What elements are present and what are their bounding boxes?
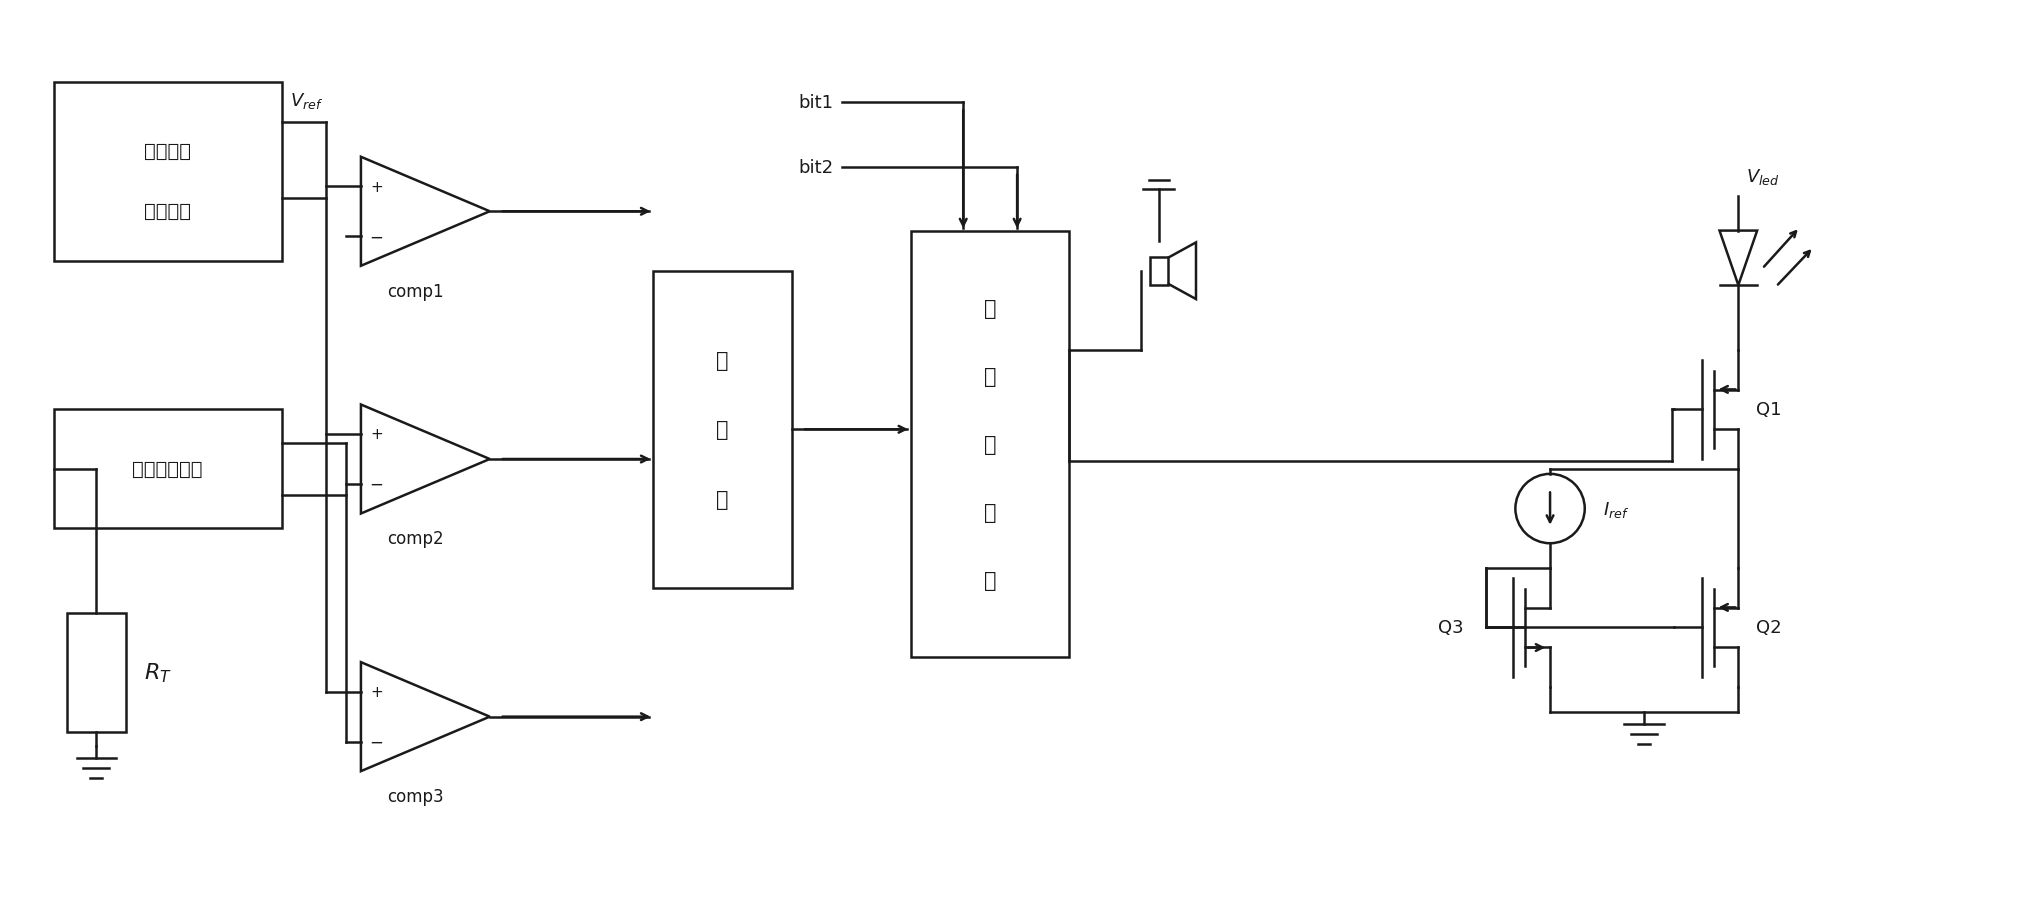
Text: 器: 器 (983, 571, 997, 591)
Text: 荡: 荡 (717, 420, 729, 440)
Text: 参考电压: 参考电压 (143, 142, 192, 161)
Text: comp1: comp1 (388, 282, 444, 301)
Text: +: + (369, 179, 384, 195)
Text: −: − (369, 228, 384, 246)
Bar (55, 84, 283, 262)
Text: 择: 择 (983, 503, 997, 523)
Text: 温度检测模块: 温度检测模块 (133, 460, 204, 479)
Text: $I_{ref}$: $I_{ref}$ (1603, 499, 1629, 519)
Text: $V_{led}$: $V_{led}$ (1746, 167, 1781, 187)
Bar (67, 613, 125, 732)
Text: 振: 振 (717, 350, 729, 370)
Text: −: − (369, 733, 384, 751)
Text: −: − (369, 475, 384, 494)
Text: $V_{ref}$: $V_{ref}$ (289, 91, 323, 111)
Text: 率: 率 (983, 367, 997, 387)
Text: +: + (369, 685, 384, 699)
Text: Q2: Q2 (1757, 618, 1783, 637)
Bar (1149, 257, 1167, 286)
Bar (911, 232, 1070, 657)
Text: comp2: comp2 (388, 529, 444, 548)
Text: bit1: bit1 (800, 94, 834, 112)
Text: 选: 选 (983, 435, 997, 455)
Text: 器: 器 (717, 490, 729, 509)
Text: $R_T$: $R_T$ (143, 661, 172, 684)
Text: comp3: comp3 (388, 787, 444, 805)
Text: Q1: Q1 (1757, 401, 1781, 419)
Text: 频: 频 (983, 299, 997, 319)
Bar (55, 410, 283, 528)
Text: Q3: Q3 (1438, 618, 1464, 637)
Text: 产生模块: 产生模块 (143, 202, 192, 221)
Text: bit2: bit2 (798, 158, 834, 176)
Text: +: + (369, 427, 384, 442)
Bar (654, 271, 791, 588)
